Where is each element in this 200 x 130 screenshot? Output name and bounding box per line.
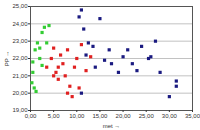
svg-text:25,00: 25,00: [139, 113, 155, 119]
svg-text:24,00: 24,00: [12, 21, 28, 27]
svg-text:20,00: 20,00: [116, 113, 132, 119]
svg-text:5,00: 5,00: [48, 113, 60, 119]
svg-text:35,00: 35,00: [185, 113, 200, 119]
svg-text:PP →: PP →: [4, 51, 10, 67]
svg-text:21,00: 21,00: [12, 73, 28, 79]
svg-text:22,00: 22,00: [12, 55, 28, 61]
svg-text:0,00: 0,00: [25, 113, 37, 119]
svg-text:10,00: 10,00: [69, 113, 85, 119]
svg-text:met →: met →: [103, 123, 121, 129]
svg-text:25,00: 25,00: [12, 3, 28, 9]
svg-text:30,00: 30,00: [162, 113, 178, 119]
svg-text:19,00: 19,00: [12, 107, 28, 113]
svg-text:23,00: 23,00: [12, 38, 28, 44]
svg-text:20,00: 20,00: [12, 90, 28, 96]
svg-text:15,00: 15,00: [92, 113, 108, 119]
